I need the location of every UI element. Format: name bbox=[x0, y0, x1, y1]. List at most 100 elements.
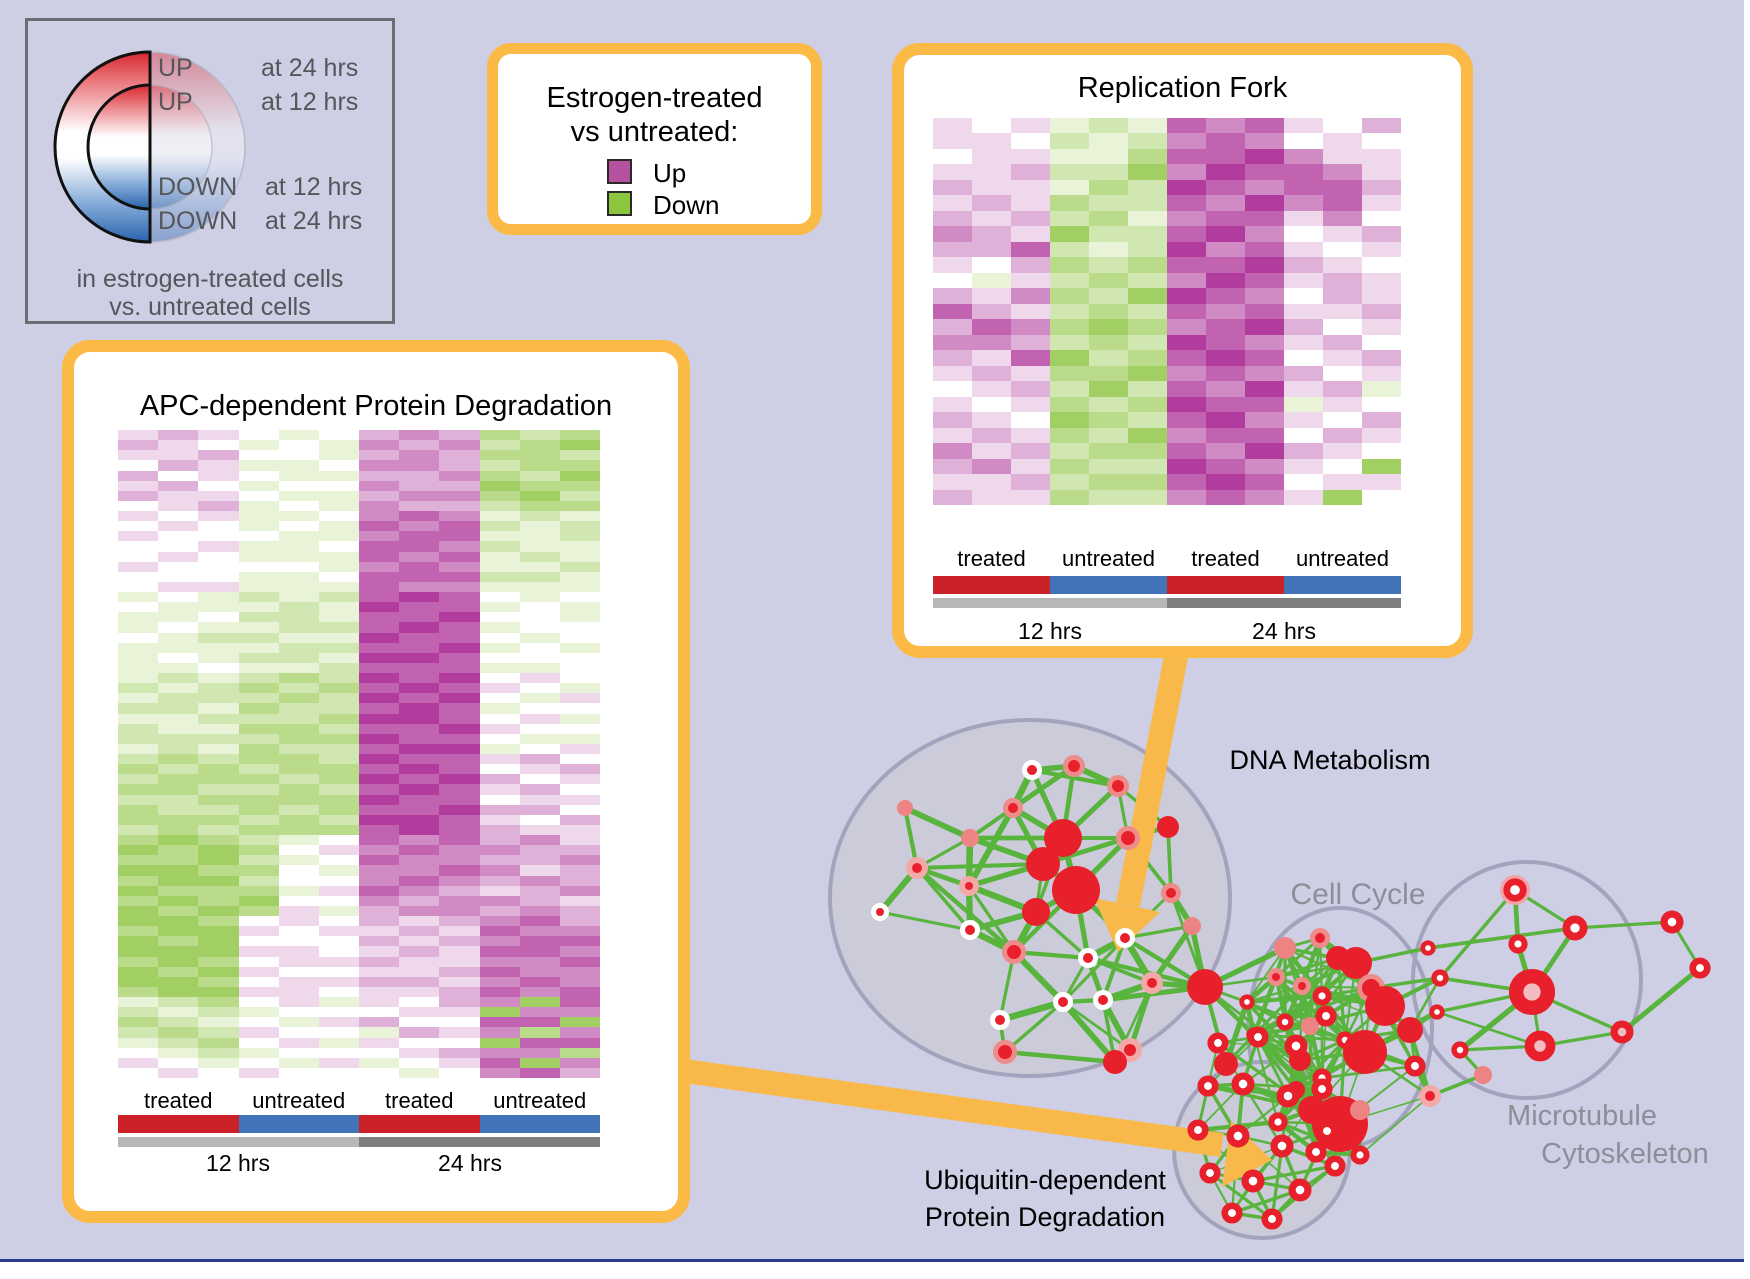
heatmap-cell bbox=[278, 875, 319, 886]
heatmap-cell bbox=[439, 1047, 480, 1058]
heatmap-cell bbox=[158, 916, 199, 927]
heatmap-cell bbox=[118, 936, 159, 947]
heatmap-cell bbox=[933, 148, 972, 165]
heatmap-cell bbox=[359, 916, 400, 927]
heatmap-cell bbox=[118, 652, 159, 663]
heatmap-cell bbox=[198, 490, 239, 501]
heatmap-cell bbox=[559, 531, 600, 542]
network-node bbox=[1115, 928, 1135, 948]
heatmap-cell bbox=[359, 743, 400, 754]
heatmap-cell bbox=[519, 814, 560, 825]
heatmap-cell bbox=[118, 774, 159, 785]
heatmap-cell bbox=[972, 381, 1011, 397]
heatmap-cell bbox=[439, 845, 480, 856]
network-node bbox=[960, 920, 980, 940]
heatmap-cell bbox=[479, 703, 520, 714]
heatmap-cell bbox=[118, 997, 159, 1008]
heatmap-cell bbox=[519, 754, 560, 765]
heatmap-cell bbox=[118, 531, 159, 542]
heatmap-cell bbox=[933, 396, 972, 413]
heatmap-cell bbox=[238, 662, 279, 673]
heatmap-cell bbox=[559, 480, 600, 491]
heatmap-cell bbox=[1362, 288, 1401, 304]
heatmap-cell bbox=[1206, 148, 1245, 165]
heatmap-cell bbox=[399, 592, 440, 603]
heatmap-cell bbox=[158, 581, 199, 592]
heatmap-cell bbox=[118, 835, 159, 846]
heatmap-cell bbox=[439, 956, 480, 967]
heatmap-cell bbox=[238, 794, 279, 805]
heatmap-cell bbox=[439, 460, 480, 471]
heatmap-cell bbox=[158, 1017, 199, 1028]
heatmap-cell bbox=[933, 334, 972, 351]
heatmap-cell bbox=[1167, 334, 1206, 351]
network-node bbox=[1310, 928, 1330, 948]
heatmap-cell bbox=[1362, 179, 1401, 196]
heatmap-cell bbox=[1245, 474, 1284, 490]
heatmap-cell bbox=[158, 905, 199, 916]
heatmap-cell bbox=[158, 1037, 199, 1048]
heatmap-cell bbox=[399, 1037, 440, 1048]
heatmap-cell bbox=[1245, 257, 1284, 273]
heatmap-cell bbox=[238, 440, 279, 451]
heatmap-cell bbox=[399, 622, 440, 633]
heatmap-cell bbox=[399, 521, 440, 532]
heatmap-cell bbox=[118, 642, 159, 653]
heatmap-cell bbox=[1206, 226, 1245, 242]
heatmap-cell bbox=[359, 824, 400, 835]
apc-heatmap bbox=[118, 430, 600, 1078]
heatmap-cell bbox=[118, 794, 159, 805]
heatmap-cell bbox=[1128, 474, 1167, 490]
heatmap-cell bbox=[972, 412, 1011, 428]
heatmap-cell bbox=[198, 551, 239, 562]
network-node bbox=[1312, 986, 1332, 1006]
heatmap-cell bbox=[238, 561, 279, 572]
network-node bbox=[1397, 1017, 1423, 1043]
heatmap-cell bbox=[1050, 226, 1089, 242]
heatmap-cell bbox=[399, 500, 440, 511]
heatmap-cell bbox=[479, 784, 520, 795]
heatmap-cell bbox=[519, 470, 560, 481]
heatmap-cell bbox=[238, 784, 279, 795]
heatmap-cell bbox=[399, 916, 440, 927]
heatmap-cell bbox=[1362, 381, 1401, 397]
heatmap-cell bbox=[439, 703, 480, 714]
heatmap-cell bbox=[1089, 226, 1128, 242]
heatmap-cell bbox=[118, 814, 159, 825]
heatmap-cell bbox=[158, 450, 199, 461]
heatmap-cell bbox=[399, 652, 440, 663]
heatmap-cell bbox=[1206, 118, 1245, 134]
heatmap-cell bbox=[439, 480, 480, 491]
heatmap-cell bbox=[118, 490, 159, 501]
apc-24hrs-label: 24 hrs bbox=[438, 1150, 502, 1176]
heatmap-cell bbox=[1050, 458, 1089, 475]
heatmap-cell bbox=[479, 1037, 520, 1048]
heatmap-cell bbox=[399, 1007, 440, 1018]
heatmap-cell bbox=[278, 612, 319, 623]
heatmap-cell bbox=[278, 784, 319, 795]
heatmap-cell bbox=[519, 450, 560, 461]
heatmap-cell bbox=[198, 1057, 239, 1068]
heatmap-cell bbox=[559, 966, 600, 977]
heatmap-cell bbox=[399, 642, 440, 653]
heatmap-cell bbox=[1284, 381, 1323, 397]
heatmap-cell bbox=[158, 713, 199, 724]
legend-up24-time: at 24 hrs bbox=[261, 54, 359, 82]
heatmap-cell bbox=[1089, 164, 1128, 180]
heatmap-cell bbox=[1167, 303, 1206, 320]
heatmap-cell bbox=[359, 551, 400, 562]
network-node bbox=[1226, 1124, 1250, 1148]
heatmap-cell bbox=[439, 521, 480, 532]
heatmap-cell bbox=[278, 592, 319, 603]
heatmap-cell bbox=[439, 561, 480, 572]
network-node bbox=[1324, 1155, 1346, 1177]
heatmap-cell bbox=[118, 1067, 159, 1078]
network-node bbox=[1118, 1038, 1142, 1062]
heatmap-cell bbox=[318, 440, 359, 451]
network-node bbox=[1311, 1078, 1333, 1100]
heatmap-cell bbox=[198, 713, 239, 724]
heatmap-cell bbox=[1362, 427, 1401, 444]
heatmap-cell bbox=[933, 226, 972, 242]
network-node bbox=[897, 800, 913, 816]
